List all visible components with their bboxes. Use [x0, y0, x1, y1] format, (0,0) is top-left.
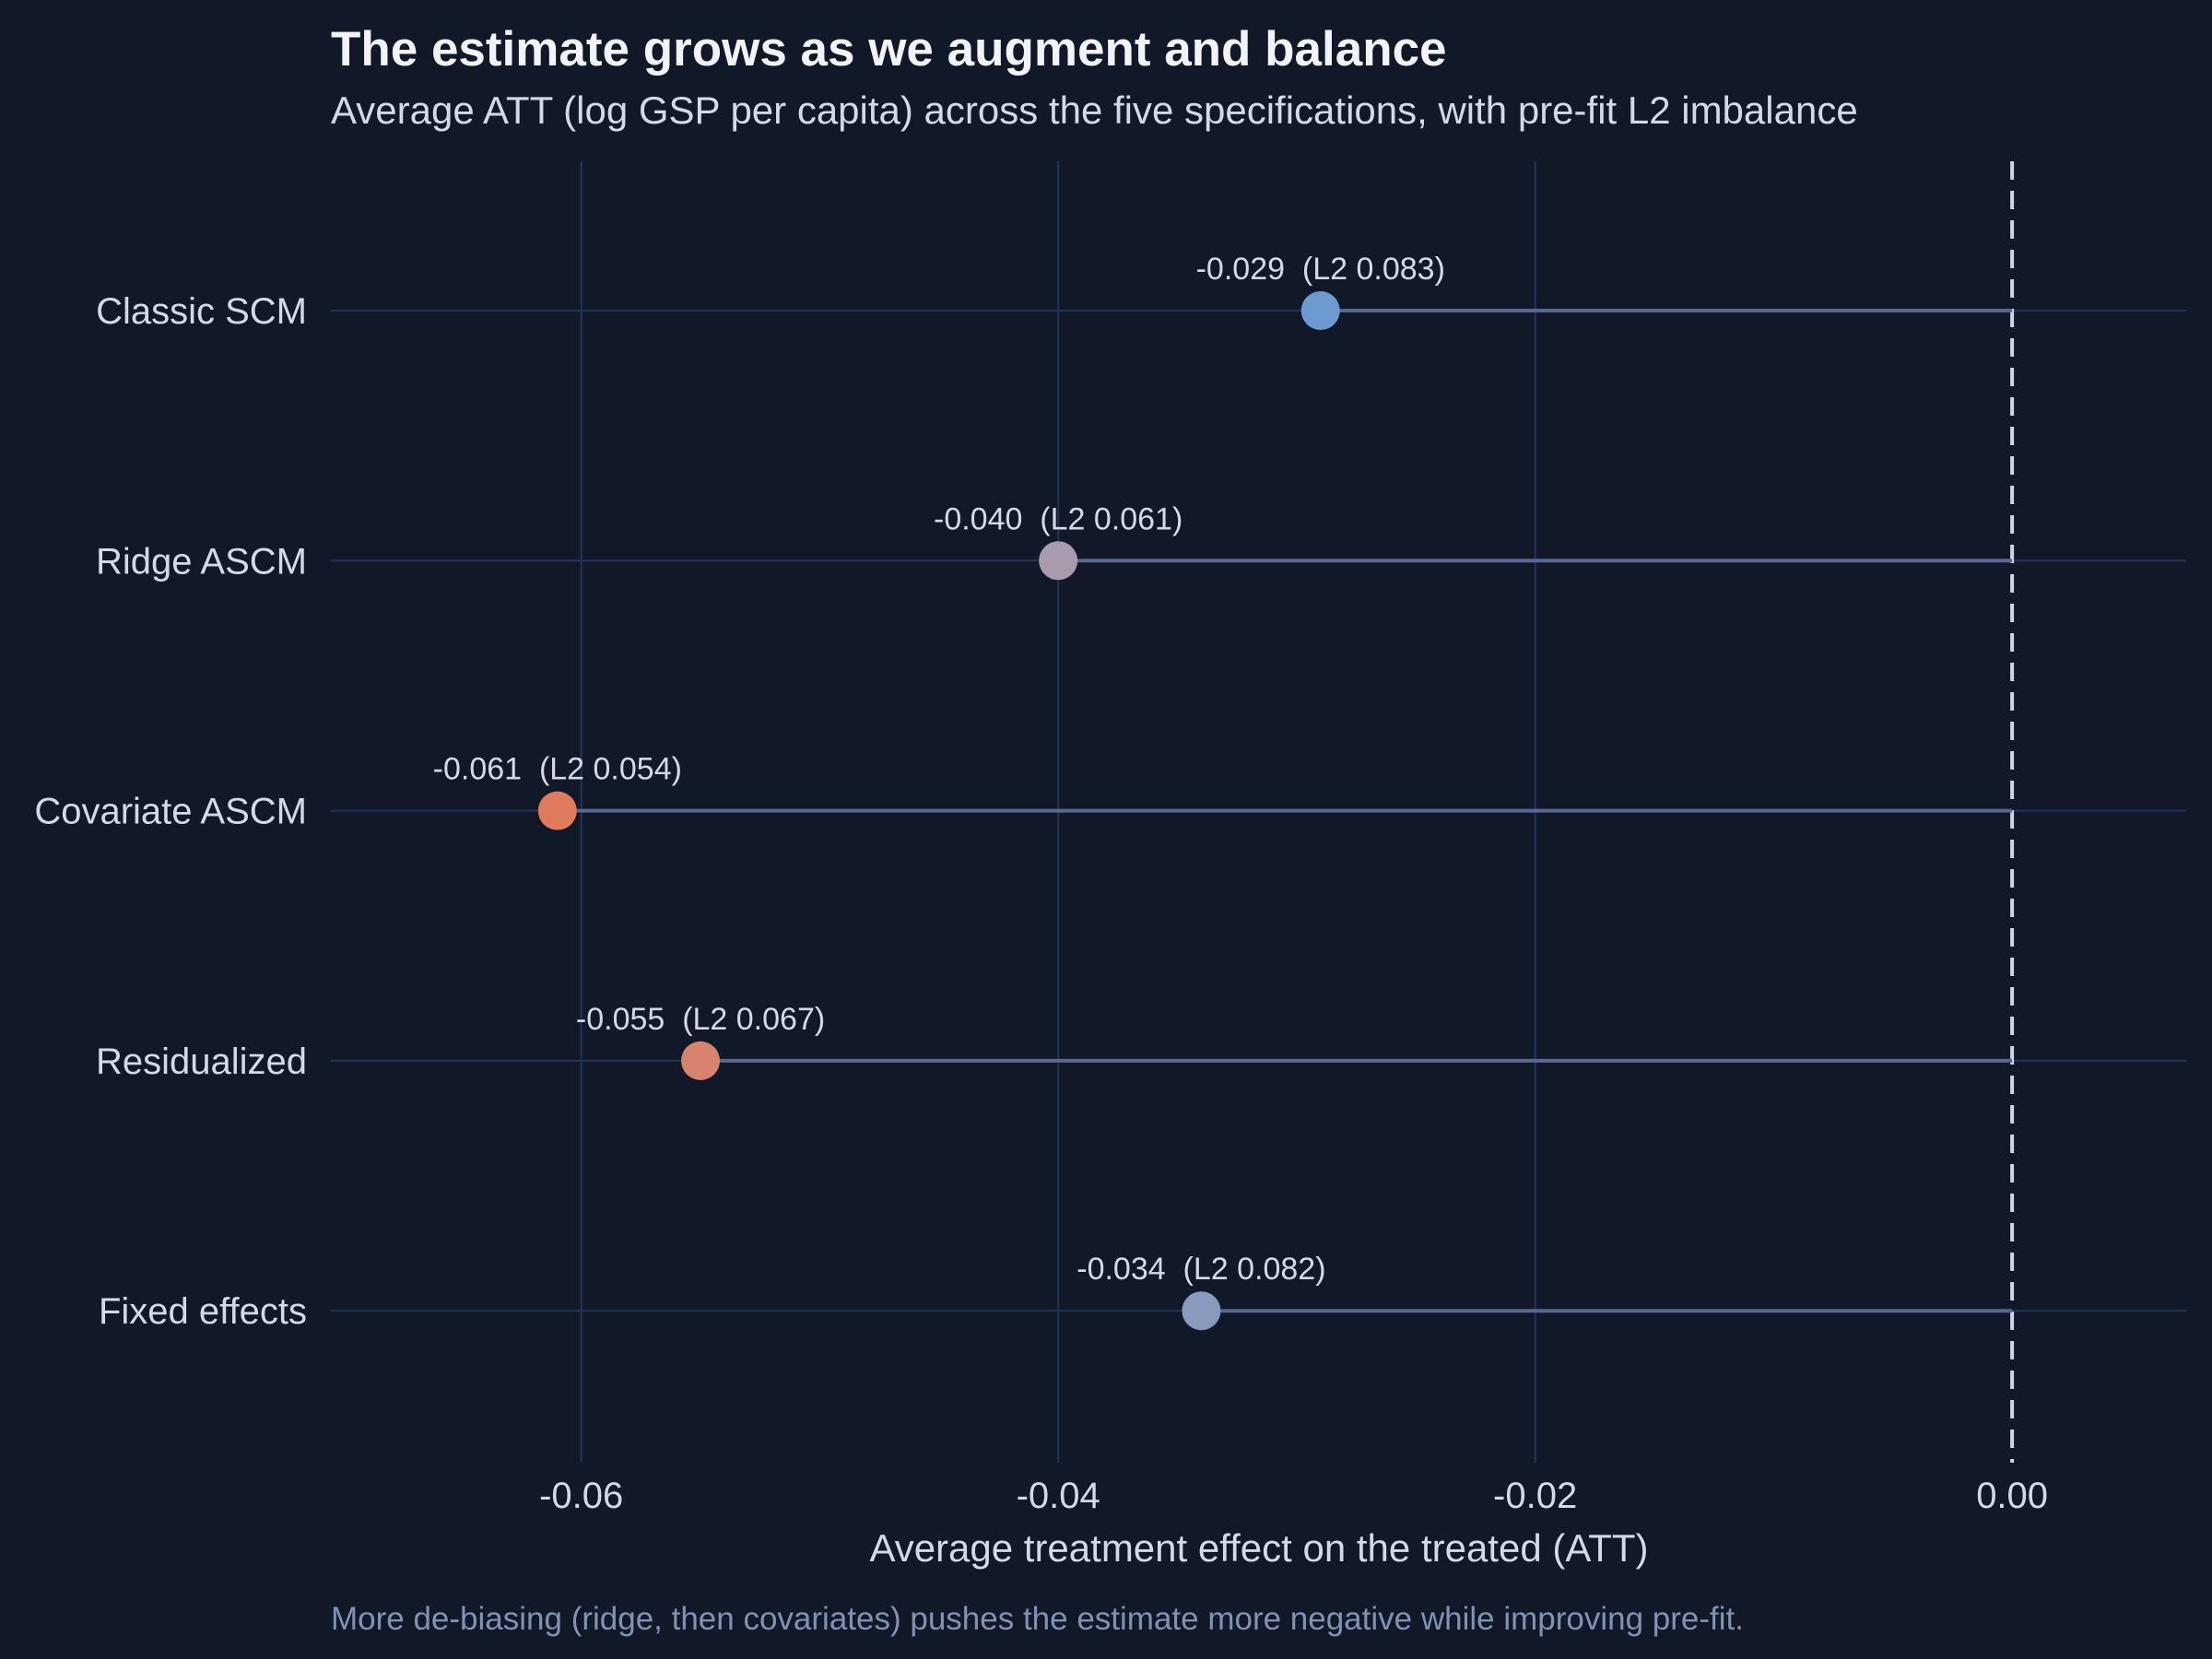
x-tick-label: -0.06	[539, 1476, 623, 1516]
axis-layer: -0.06 -0.04 -0.02 0.00 Classic SCM Ridge ASCM…	[34, 291, 2048, 1516]
chart-subtitle: Average ATT (log GSP per capita) across …	[331, 88, 1858, 132]
data-label: -0.029 (L2 0.083)	[1196, 252, 1445, 287]
x-axis-label: Average treatment effect on the treated …	[869, 1526, 1648, 1570]
data-label: -0.055 (L2 0.067)	[576, 1002, 825, 1037]
y-tick-label: Ridge ASCM	[96, 541, 307, 582]
y-tick-label: Residualized	[96, 1041, 307, 1082]
chart-title: The estimate grows as we augment and bal…	[331, 22, 1447, 76]
label-layer: -0.029 (L2 0.083) -0.040 (L2 0.061) -0.061…	[433, 252, 1445, 1287]
y-tick-label: Covariate ASCM	[34, 792, 307, 832]
chart-caption: More de-biasing (ridge, then covariates)…	[331, 1601, 1744, 1637]
data-point	[1039, 541, 1078, 581]
data-point	[1300, 291, 1340, 330]
x-tick-label: 0.00	[1976, 1476, 2048, 1516]
stem-layer	[557, 309, 2013, 1313]
data-label: -0.040 (L2 0.061)	[934, 501, 1182, 536]
x-tick-label: -0.02	[1493, 1476, 1577, 1516]
data-point	[1182, 1291, 1221, 1331]
point-layer	[537, 291, 1340, 1331]
data-label: -0.034 (L2 0.082)	[1077, 1252, 1325, 1287]
y-tick-label: Classic SCM	[96, 291, 307, 332]
data-label: -0.061 (L2 0.054)	[433, 752, 682, 787]
x-tick-label: -0.04	[1017, 1476, 1100, 1516]
data-point	[681, 1041, 721, 1080]
y-tick-label: Fixed effects	[99, 1291, 307, 1332]
data-point	[537, 791, 577, 830]
